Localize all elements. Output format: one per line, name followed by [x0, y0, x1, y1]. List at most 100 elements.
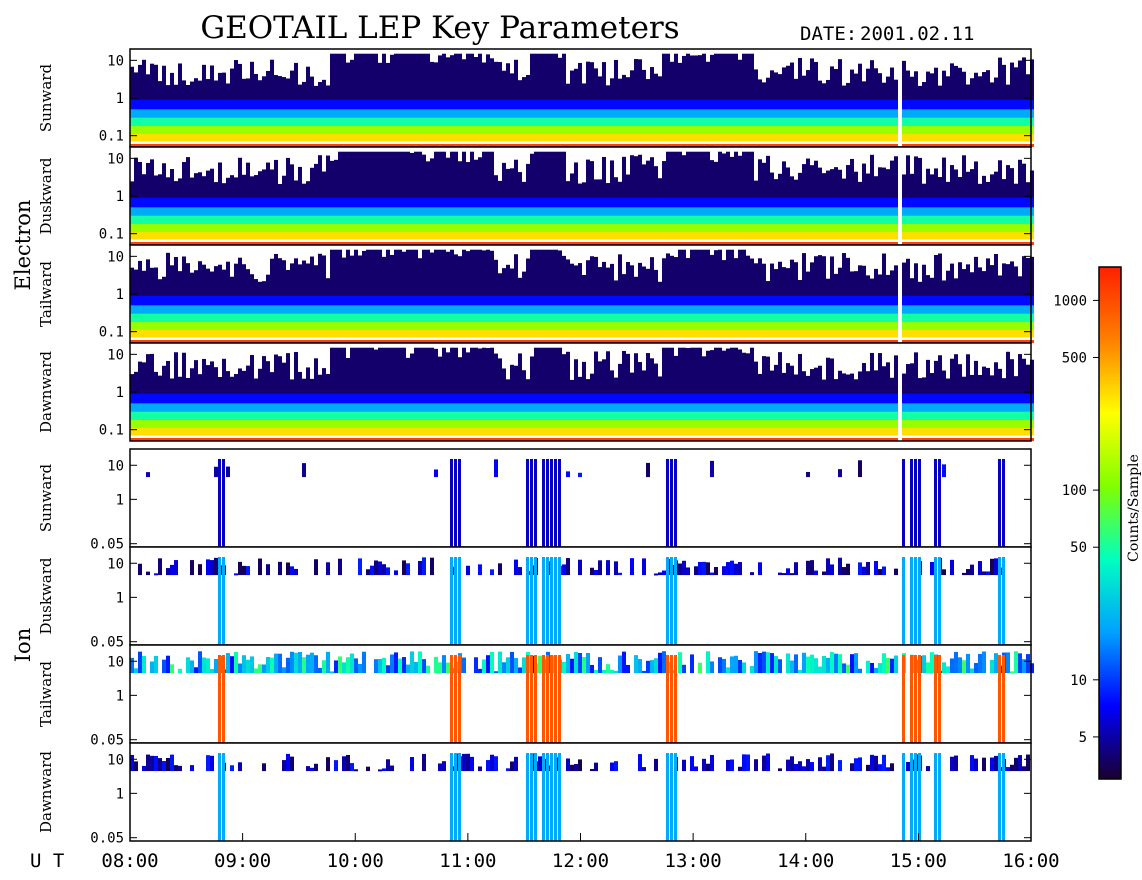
- spectrogram-cell: [822, 132, 826, 142]
- spectrogram-cell: [610, 340, 614, 343]
- spectrogram-cell: [406, 249, 410, 296]
- spectrogram-cell: [806, 132, 810, 142]
- spectrogram-cell: [318, 320, 322, 331]
- spectrogram-cell: [494, 132, 498, 142]
- spectrogram-cell: [1014, 106, 1018, 118]
- spectrogram-cell: [990, 132, 994, 142]
- spectrogram-cell: [662, 204, 666, 216]
- spectrogram-cell: [550, 328, 554, 338]
- spectrogram-cell: [182, 320, 186, 331]
- spectrogram-cell: [962, 242, 966, 245]
- spectrogram-cell: [794, 292, 798, 306]
- spectrogram-cell: [706, 115, 710, 127]
- spectrogram-cell: [678, 151, 682, 198]
- spectrogram-cell: [158, 132, 162, 142]
- spectrogram-cell: [190, 132, 194, 142]
- spectrogram-cell: [202, 64, 206, 100]
- spectrogram-cell: [478, 292, 482, 306]
- spectrogram-cell: [798, 340, 802, 343]
- spectrogram-cell: [954, 96, 958, 110]
- spectrogram-cell: [382, 96, 386, 110]
- spectrogram-cell: [142, 230, 146, 240]
- spectrogram-cell: [158, 81, 162, 100]
- spectrogram-cell: [566, 242, 570, 245]
- spectrogram-cell: [478, 222, 482, 233]
- spectrogram-cell: [586, 61, 590, 100]
- spectrogram-cell: [394, 328, 398, 338]
- spectrogram-cell: [966, 124, 970, 135]
- spectrogram-cell: [810, 144, 814, 147]
- spectrogram-cell: [418, 222, 422, 233]
- spectrogram-cell: [134, 157, 138, 198]
- spectrogram-cell: [274, 115, 278, 127]
- spectrogram-cell: [334, 159, 338, 198]
- spectrogram-cell: [978, 222, 982, 233]
- spectrogram-cell: [778, 204, 782, 216]
- spectrogram-cell: [802, 340, 806, 343]
- spectrogram-cell: [822, 124, 826, 135]
- spectrogram-cell: [738, 204, 742, 216]
- spectrogram-cell: [218, 115, 222, 127]
- spectrogram-cell: [942, 70, 946, 100]
- spectrogram-cell: [342, 144, 346, 147]
- spectrogram-cell: [982, 72, 986, 100]
- spectrogram-cell: [530, 124, 534, 135]
- spectrogram-cell: [882, 115, 886, 127]
- spectrogram-cell: [242, 132, 246, 142]
- spectrogram-cell: [490, 58, 494, 100]
- spectrogram-cell: [258, 115, 262, 127]
- spectrogram-cell: [350, 311, 354, 323]
- spectrogram-cell: [450, 340, 454, 343]
- spectrogram-cell: [542, 106, 546, 118]
- spectrogram-cell: [362, 115, 366, 127]
- spectrogram-cell: [910, 194, 914, 208]
- spectrogram-cell: [486, 204, 490, 216]
- spectrogram-cell: [178, 144, 182, 147]
- spectrogram-cell: [414, 53, 418, 100]
- spectrogram-cell: [730, 213, 734, 225]
- spectrogram-cell: [562, 320, 566, 331]
- spectrogram-cell: [494, 124, 498, 135]
- spectrogram-cell: [910, 173, 914, 198]
- spectrogram-cell: [366, 222, 370, 233]
- spectrogram-cell: [274, 242, 278, 245]
- spectrogram-cell: [822, 204, 826, 216]
- spectrogram-cell: [234, 96, 238, 110]
- spectrogram-cell: [254, 74, 258, 100]
- spectrogram-cell: [326, 311, 330, 323]
- spectrogram-cell: [298, 264, 302, 296]
- spectrogram-cell: [606, 96, 610, 110]
- spectrogram-cell: [294, 132, 298, 142]
- spectrogram-cell: [294, 124, 298, 135]
- spectrogram-cell: [366, 144, 370, 147]
- spectrogram-cell: [750, 106, 754, 118]
- spectrogram-cell: [510, 292, 514, 306]
- spectrogram-cell: [246, 213, 250, 225]
- spectrogram-cell: [506, 222, 510, 233]
- spectrogram-cell: [526, 163, 530, 198]
- spectrogram-cell: [250, 132, 254, 142]
- spectrogram-cell: [134, 115, 138, 127]
- spectrogram-cell: [722, 292, 726, 306]
- spectrogram-cell: [290, 302, 294, 314]
- spectrogram-cell: [614, 222, 618, 233]
- spectrogram-cell: [474, 159, 478, 198]
- spectrogram-cell: [714, 194, 718, 208]
- spectrogram-cell: [366, 242, 370, 245]
- spectrogram-cell: [510, 144, 514, 147]
- spectrogram-cell: [986, 124, 990, 135]
- spectrogram-cell: [346, 292, 350, 306]
- spectrogram-cell: [958, 230, 962, 240]
- spectrogram-cell: [602, 328, 606, 338]
- spectrogram-cell: [874, 194, 878, 208]
- spectrogram-cell: [562, 96, 566, 110]
- spectrogram-cell: [222, 144, 226, 147]
- spectrogram-cell: [242, 230, 246, 240]
- spectrogram-cell: [354, 194, 358, 208]
- spectrogram-cell: [438, 230, 442, 240]
- spectrogram-cell: [466, 230, 470, 240]
- spectrogram-cell: [722, 106, 726, 118]
- spectrogram-cell: [394, 230, 398, 240]
- spectrogram-cell: [750, 302, 754, 314]
- spectrogram-cell: [554, 96, 558, 110]
